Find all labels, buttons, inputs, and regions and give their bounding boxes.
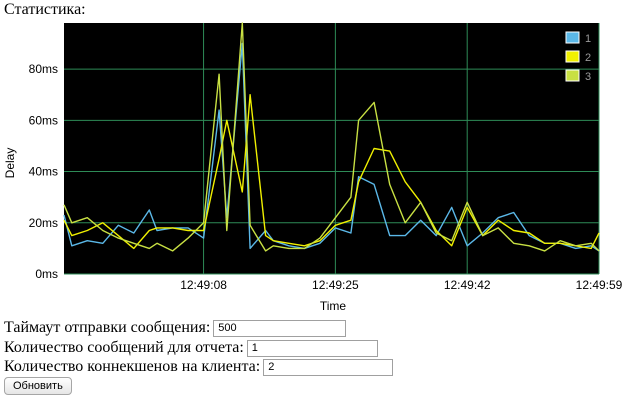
- message-count-input[interactable]: [246, 339, 378, 357]
- y-tick-label: 20ms: [29, 216, 58, 230]
- y-axis-label: Delay: [3, 148, 17, 179]
- series-line-1: [63, 42, 600, 252]
- x-tick-label: 12:49:42: [444, 278, 491, 292]
- connections-input[interactable]: [263, 358, 394, 376]
- series-line-2: [63, 93, 600, 250]
- timeout-input[interactable]: [213, 319, 347, 337]
- message-count-row: Количество сообщений для отчета:: [4, 338, 378, 358]
- x-tick-labels: 12:49:08 12:49:25 12:49:42 12:49:59: [180, 278, 622, 292]
- legend-swatch-1: [565, 31, 580, 44]
- y-tick-label: 60ms: [29, 113, 58, 127]
- x-tick-label: 12:49:25: [312, 278, 359, 292]
- connections-label: Количество коннекшенов на клиента:: [4, 358, 261, 375]
- statistics-heading: Статистика:: [4, 1, 86, 18]
- series-line-3: [63, 22, 600, 252]
- x-tick-label: 12:49:08: [180, 278, 227, 292]
- y-tick-label: 40ms: [29, 165, 58, 179]
- legend-swatch-3: [565, 69, 580, 82]
- timeout-row: Таймаут отправки сообщения:: [4, 318, 347, 338]
- legend-swatch-2: [565, 50, 580, 63]
- connections-row: Количество коннекшенов на клиента:: [4, 357, 394, 377]
- refresh-button[interactable]: Обновить: [4, 377, 72, 395]
- legend-label-2: 2: [585, 52, 591, 64]
- x-axis-label: Time: [320, 299, 347, 313]
- legend-label-1: 1: [585, 33, 591, 45]
- series-lines: [63, 22, 600, 252]
- x-tick-label: 12:49:59: [576, 278, 623, 292]
- y-tick-label: 80ms: [29, 62, 58, 76]
- message-count-label: Количество сообщений для отчета:: [4, 339, 244, 356]
- legend: 1 2 3: [565, 31, 591, 83]
- timeout-label: Таймаут отправки сообщения:: [4, 319, 211, 336]
- y-tick-labels: 0ms 20ms 40ms 60ms 80ms: [29, 62, 58, 281]
- legend-label-3: 3: [585, 71, 591, 83]
- y-tick-label: 0ms: [35, 267, 58, 281]
